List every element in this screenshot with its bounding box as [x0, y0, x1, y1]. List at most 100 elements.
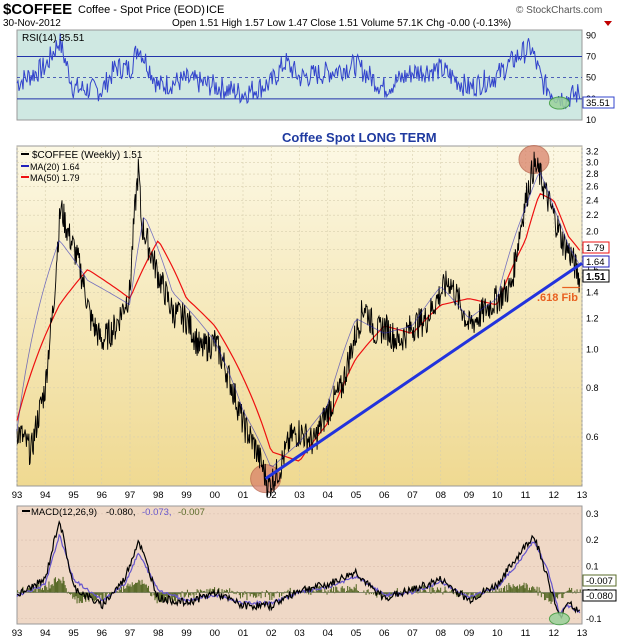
macd-hist-bar: [31, 591, 33, 593]
macd-hist-bar: [567, 590, 569, 593]
macd-hist-bar: [287, 589, 289, 593]
macd-hist-bar: [500, 587, 502, 593]
price-tick-label: 0.6: [586, 432, 599, 442]
flag-ma20: 1.64: [586, 257, 605, 268]
macd-hist-bar: [101, 592, 103, 601]
macd-hist-bar: [458, 592, 460, 597]
macd-hist-bar: [313, 591, 315, 593]
rsi-panel: [16, 29, 583, 121]
macd-hist-bar: [284, 591, 286, 593]
macd-hist-bar: [522, 585, 524, 593]
rsi-highlight-circle: [548, 96, 570, 110]
macd-hist-bar: [499, 591, 501, 593]
macd-hist-bar: [425, 590, 427, 593]
macd-hist-bar: [110, 592, 112, 595]
macd-hist-bar: [350, 588, 352, 593]
x-tick-label: 05: [351, 628, 362, 639]
macd-hist-bar: [91, 592, 93, 598]
macd-hist-bar: [451, 589, 453, 593]
macd-hist-bar: [575, 592, 577, 594]
macd-hist-bar: [68, 592, 70, 594]
macd-hist-bar: [426, 591, 428, 593]
macd-histogram: [17, 576, 581, 604]
macd-hist-bar: [34, 588, 36, 593]
macd-hist-bar: [349, 586, 351, 593]
macd-hist-bar: [208, 589, 210, 593]
macd-hist-bar: [53, 578, 55, 593]
macd-hist-bar: [285, 592, 287, 593]
macd-hist-bar: [554, 592, 556, 599]
macd-hist-bar: [168, 592, 170, 594]
x-tick-label: 12: [548, 628, 559, 639]
macd-hist-bar: [233, 592, 235, 594]
macd-hist-bar: [116, 591, 118, 593]
macd-hist-bar: [466, 592, 468, 595]
macd-hist-bar: [41, 587, 43, 593]
macd-hist-bar: [572, 592, 574, 594]
macd-hist-bar: [254, 592, 256, 596]
macd-hist-bar: [453, 592, 455, 595]
macd-hist-bar: [143, 583, 145, 593]
x-tick-label: 07: [407, 628, 418, 639]
macd-hist-bar: [509, 585, 511, 593]
macd-hist-bar: [206, 589, 208, 593]
macd-hist-bar: [105, 592, 107, 598]
macd-hist-bar: [568, 587, 570, 593]
macd-hist-bar: [557, 592, 559, 599]
rsi-axis: 9070503010: [586, 30, 596, 125]
x-tick-label: 04: [322, 628, 333, 639]
macd-hist-bar: [137, 582, 139, 593]
macd-hist-bar: [193, 592, 195, 598]
rsi-current-flag: 35.51: [582, 96, 615, 109]
macd-hist-bar: [310, 592, 312, 595]
macd-hist-bar: [261, 591, 263, 593]
macd-hist-bar: [97, 592, 99, 595]
macd-hist-bar: [33, 590, 35, 593]
macd-hist-bar: [531, 587, 533, 593]
macd-hist-bar: [330, 587, 332, 593]
macd-hist-bar: [523, 582, 525, 593]
macd-hist-bar: [488, 591, 490, 593]
macd-hist-bar: [374, 592, 376, 594]
macd-hist-bar: [156, 592, 158, 604]
legend-ma50: MA(50) 1.79: [30, 173, 80, 183]
annotation-title: Coffee Spot LONG TERM: [282, 130, 437, 145]
macd-hist-bar: [354, 588, 356, 593]
macd-hist-bar: [150, 592, 152, 596]
x-tick-label: 11: [521, 628, 531, 639]
macd-hist-bar: [190, 592, 192, 596]
macd-hist-bar: [386, 592, 388, 596]
macd-hist-bar: [182, 592, 184, 594]
macd-hist-bar: [94, 592, 96, 601]
macd-hist-bar: [373, 592, 375, 595]
macd-hist-bar: [153, 592, 155, 596]
macd-hist-bar: [77, 592, 79, 598]
price-tick-label: 3.0: [586, 157, 599, 167]
macd-hist-bar: [133, 584, 135, 593]
macd-hist-bar: [381, 592, 383, 600]
macd-hist-bar: [274, 592, 276, 594]
macd-hist-bar: [114, 592, 116, 594]
macd-hist-bar: [561, 592, 563, 598]
macd-hist-bar: [257, 592, 259, 594]
macd-hist-bar: [122, 592, 124, 593]
macd-hist-bar: [550, 592, 552, 604]
macd-hist-bar: [49, 588, 51, 593]
macd-hist-bar: [99, 592, 101, 599]
macd-hist-bar: [194, 592, 196, 593]
chevron-down-icon[interactable]: [604, 21, 612, 26]
macd-hist-bar: [66, 592, 68, 594]
macd-hist-bar: [449, 591, 451, 593]
x-tick-label: 98: [153, 490, 164, 501]
macd-hist-bar: [151, 592, 153, 597]
macd-hist-bar: [541, 592, 543, 594]
macd-hist-bar: [272, 592, 274, 596]
macd-hist-bar: [195, 592, 197, 595]
macd-hist-bar: [215, 592, 217, 594]
macd-hist-bar: [124, 588, 126, 593]
macd-hist-bar: [475, 592, 477, 598]
macd-hist-bar: [81, 592, 83, 603]
macd-hist-bar: [498, 588, 500, 593]
macd-hist-bar: [98, 592, 100, 596]
x-tick-label: 08: [435, 628, 446, 639]
